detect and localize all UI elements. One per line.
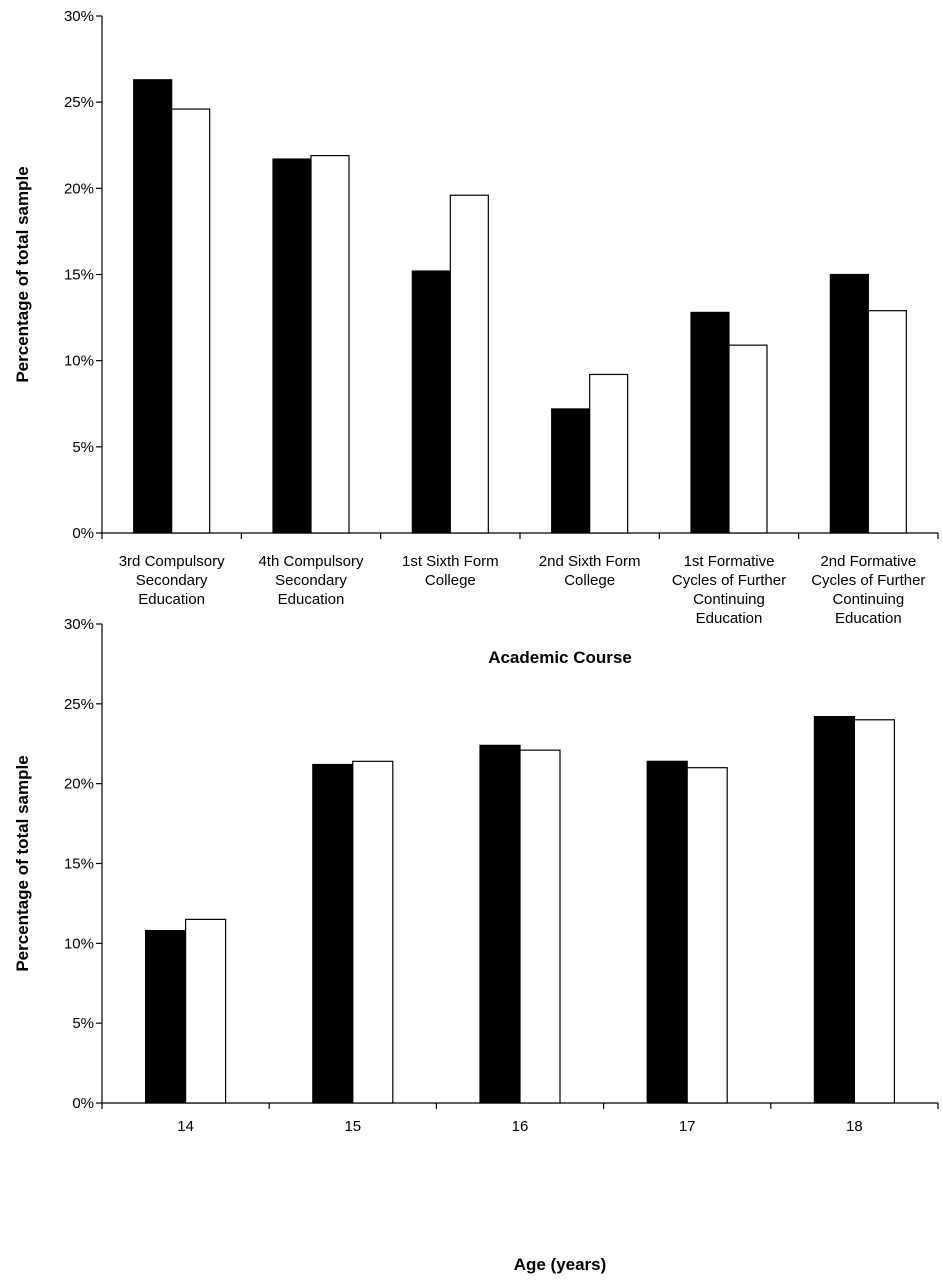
y-axis-title: Percentage of total sample (13, 166, 32, 382)
y-tick-label: 5% (72, 1015, 94, 1032)
bar-series-1 (479, 744, 521, 1104)
x-tick-label: 15 (344, 1118, 361, 1135)
y-tick-label: 30% (64, 616, 94, 633)
y-tick-label: 20% (64, 776, 94, 793)
bar-series-1 (312, 763, 354, 1104)
y-tick-label: 25% (64, 94, 94, 111)
y-tick-label: 15% (64, 856, 94, 873)
bar-series-1 (551, 408, 591, 534)
x-tick-label: 18 (846, 1118, 863, 1135)
bar-series-1 (133, 79, 173, 534)
x-axis-title: Academic Course (488, 648, 632, 667)
x-tick-label: 1st Sixth Form College (402, 553, 499, 589)
y-tick-label: 30% (64, 8, 94, 25)
bar-series-1 (411, 270, 451, 534)
y-tick-label: 20% (64, 180, 94, 197)
bar-series-1 (813, 716, 856, 1104)
x-tick-label: 16 (512, 1118, 529, 1135)
bar-series-1 (829, 273, 869, 534)
x-tick-label: 17 (679, 1118, 696, 1135)
bar-series-2 (728, 344, 768, 534)
bar-series-2 (867, 310, 907, 534)
bar-series-2 (352, 760, 394, 1104)
chart-1: 0% 5% 10% 15% 20% 25% 30% 3rd Compulsory Seconda… (13, 8, 939, 667)
chart-2: 0% 5% 10% 15% 20% 25% 30% 14 15 16 17 18 Age (years)… (13, 616, 939, 1274)
x-tick-label: 4th Compulsory Secondary Education (258, 553, 364, 608)
x-tick-label: 1st Formative Cycles of Further Continuing… (672, 553, 786, 627)
bar-series-2 (310, 154, 350, 534)
bar-series-1 (646, 760, 688, 1104)
y-tick-label: 0% (72, 525, 94, 542)
x-tick-label: 2nd Formative Cycles of Further Continuing… (811, 553, 925, 627)
y-tick-label: 10% (64, 935, 94, 952)
x-axis-title: Age (years) (514, 1255, 607, 1274)
bar-series-1 (145, 929, 187, 1104)
bar-series-2 (449, 194, 489, 534)
bar-series-2 (519, 749, 561, 1104)
y-tick-label: 25% (64, 696, 94, 713)
y-axis-title: Percentage of total sample (13, 755, 32, 971)
y-tick-label: 10% (64, 353, 94, 370)
bar-series-2 (185, 918, 227, 1104)
y-tick-label: 0% (72, 1095, 94, 1112)
y-tick-label: 15% (64, 267, 94, 284)
bar-series-2 (171, 108, 211, 534)
x-tick-label: 14 (177, 1118, 194, 1135)
bar-series-2 (589, 373, 629, 534)
bar-series-1 (690, 311, 730, 534)
x-tick-label: 3rd Compulsory Secondary Education (119, 553, 225, 608)
bar-series-1 (272, 158, 312, 534)
x-tick-label: 2nd Sixth Form College (539, 553, 641, 589)
y-tick-label: 5% (72, 439, 94, 456)
bar-series-2 (686, 767, 728, 1104)
bar-series-2 (853, 719, 896, 1104)
